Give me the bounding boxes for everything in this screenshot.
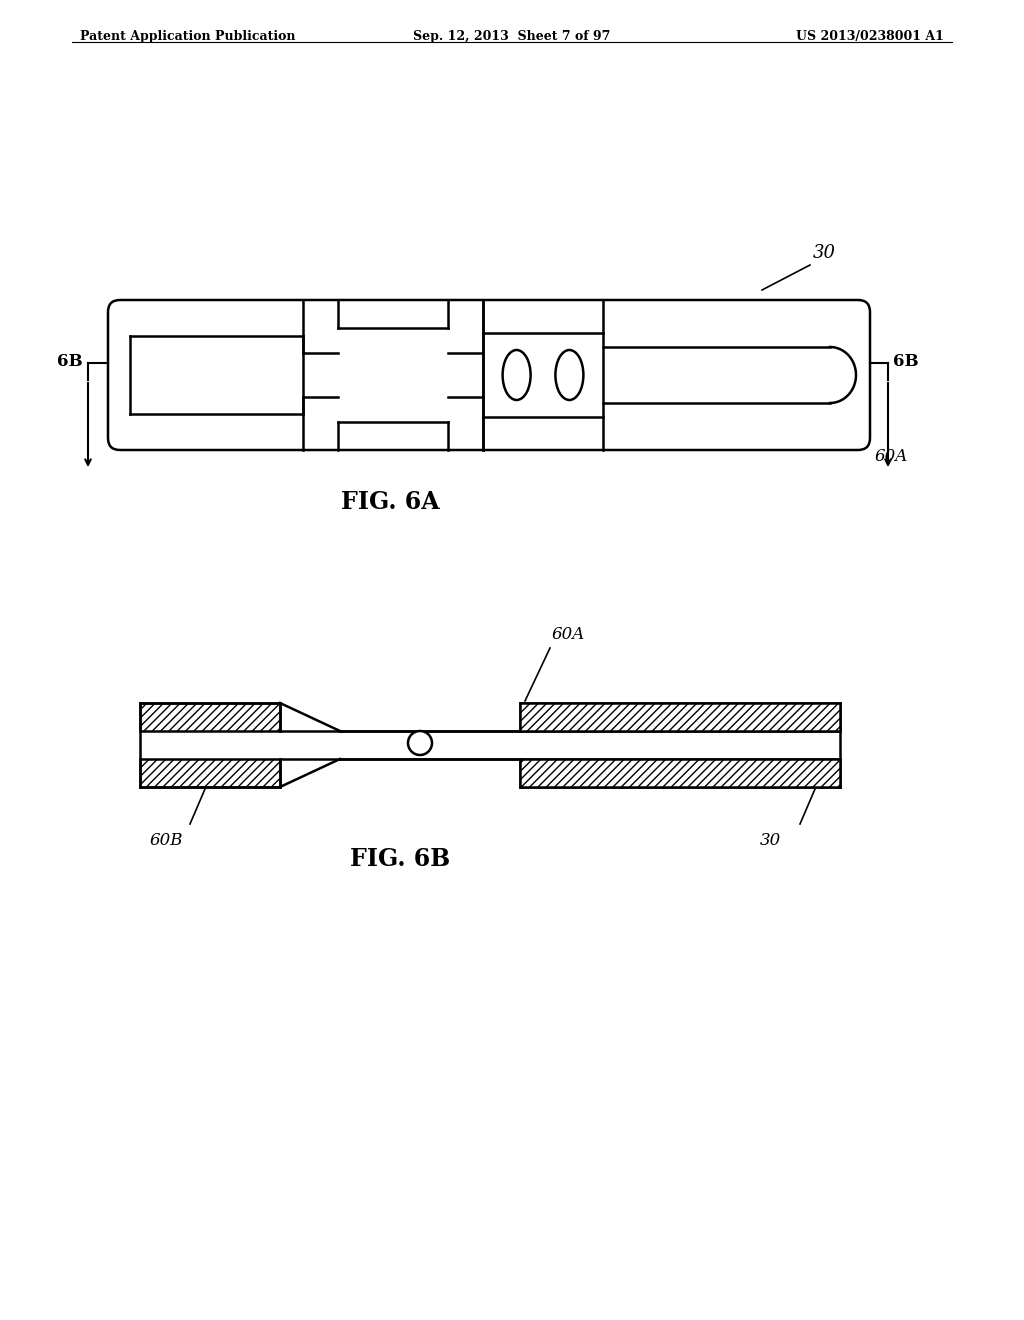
- Bar: [520, 759, 840, 787]
- Text: 60A: 60A: [874, 447, 908, 465]
- Ellipse shape: [555, 350, 584, 400]
- Text: 6B: 6B: [57, 352, 83, 370]
- Text: 60A: 60A: [552, 626, 586, 643]
- Text: 60B: 60B: [150, 832, 183, 849]
- Text: US 2013/0238001 A1: US 2013/0238001 A1: [796, 30, 944, 44]
- FancyBboxPatch shape: [108, 300, 870, 450]
- Bar: [140, 759, 280, 787]
- Text: Sep. 12, 2013  Sheet 7 of 97: Sep. 12, 2013 Sheet 7 of 97: [414, 30, 610, 44]
- Bar: [140, 704, 280, 731]
- Text: 30: 30: [760, 832, 781, 849]
- Text: 6B: 6B: [893, 352, 919, 370]
- Text: FIG. 6A: FIG. 6A: [341, 490, 439, 513]
- Circle shape: [408, 731, 432, 755]
- Text: Patent Application Publication: Patent Application Publication: [80, 30, 296, 44]
- Text: FIG. 6B: FIG. 6B: [350, 847, 451, 871]
- Ellipse shape: [503, 350, 530, 400]
- Text: 30: 30: [813, 244, 836, 261]
- Bar: [520, 704, 840, 731]
